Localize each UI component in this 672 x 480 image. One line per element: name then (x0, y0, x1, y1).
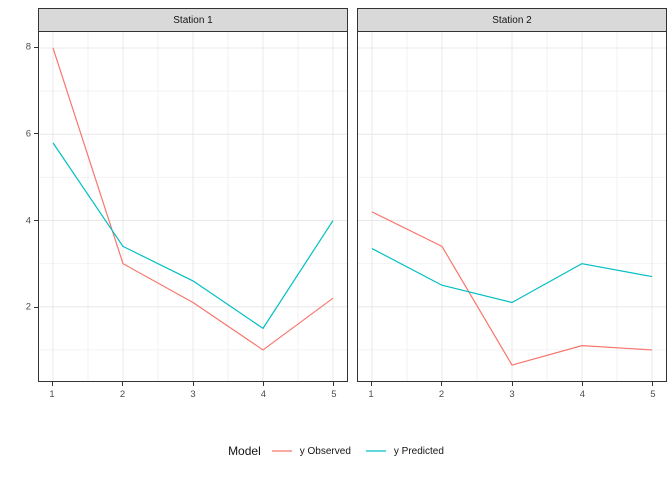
facet-strip-label: Station 2 (492, 14, 532, 26)
x-tick-label: 5 (331, 389, 337, 400)
y-axis: 2 4 6 8 (0, 31, 38, 382)
legend-label-predicted: y Predicted (393, 445, 444, 457)
x-tick-mark (581, 382, 583, 386)
line-y-predicted (52, 142, 334, 329)
x-axis-station-2: 1 2 3 4 5 (357, 382, 667, 404)
panel-station-2-canvas (358, 32, 666, 381)
x-tick-mark (441, 382, 443, 386)
legend-key-observed-icon (271, 450, 292, 452)
y-tick-label: 4 (25, 215, 31, 227)
x-tick-mark (262, 382, 264, 386)
x-axis-station-1: 1 2 3 4 5 (38, 382, 348, 404)
legend-title: Model (228, 444, 261, 458)
x-tick-label: 4 (579, 389, 586, 400)
x-tick-mark (192, 382, 194, 386)
x-tick-mark (333, 382, 335, 386)
y-tick-label: 6 (25, 128, 31, 140)
x-tick-label: 3 (509, 389, 515, 400)
facet-strip-station-1: Station 1 (38, 8, 348, 31)
y-tick-label: 8 (25, 41, 31, 53)
line-y-predicted (371, 248, 653, 304)
x-tick-label: 4 (260, 389, 267, 400)
panel-station-1 (38, 31, 348, 382)
panel-station-1-canvas (39, 32, 347, 381)
x-tick-mark (652, 382, 654, 386)
y-tick-mark (34, 133, 38, 135)
legend-key-predicted-icon (365, 450, 386, 452)
y-tick-mark (34, 46, 38, 48)
x-tick-mark (51, 382, 53, 386)
x-tick-mark (370, 382, 372, 386)
x-tick-label: 3 (190, 389, 196, 400)
legend: Model y Observed y Predicted (0, 441, 672, 461)
facet-station-2: Station 2 (357, 8, 667, 382)
facet-strip-station-2: Station 2 (357, 8, 667, 31)
x-tick-label: 2 (438, 389, 445, 400)
panel-station-2 (357, 31, 667, 382)
facet-strip-label: Station 1 (173, 14, 213, 26)
y-tick-mark (34, 220, 38, 222)
x-tick-mark (511, 382, 513, 386)
x-tick-label: 2 (119, 389, 126, 400)
y-tick-label: 2 (25, 301, 31, 313)
x-tick-label: 5 (650, 389, 656, 400)
legend-item-predicted: y Predicted (365, 444, 444, 458)
facet-station-1: Station 1 (38, 8, 348, 382)
line-y-observed (371, 211, 653, 366)
y-tick-mark (34, 306, 38, 308)
x-tick-label: 1 (49, 389, 55, 400)
x-tick-mark (122, 382, 124, 386)
line-y-observed (52, 47, 334, 351)
x-tick-label: 1 (368, 389, 374, 400)
legend-label-observed: y Observed (299, 445, 351, 457)
legend-item-observed: y Observed (271, 444, 351, 458)
